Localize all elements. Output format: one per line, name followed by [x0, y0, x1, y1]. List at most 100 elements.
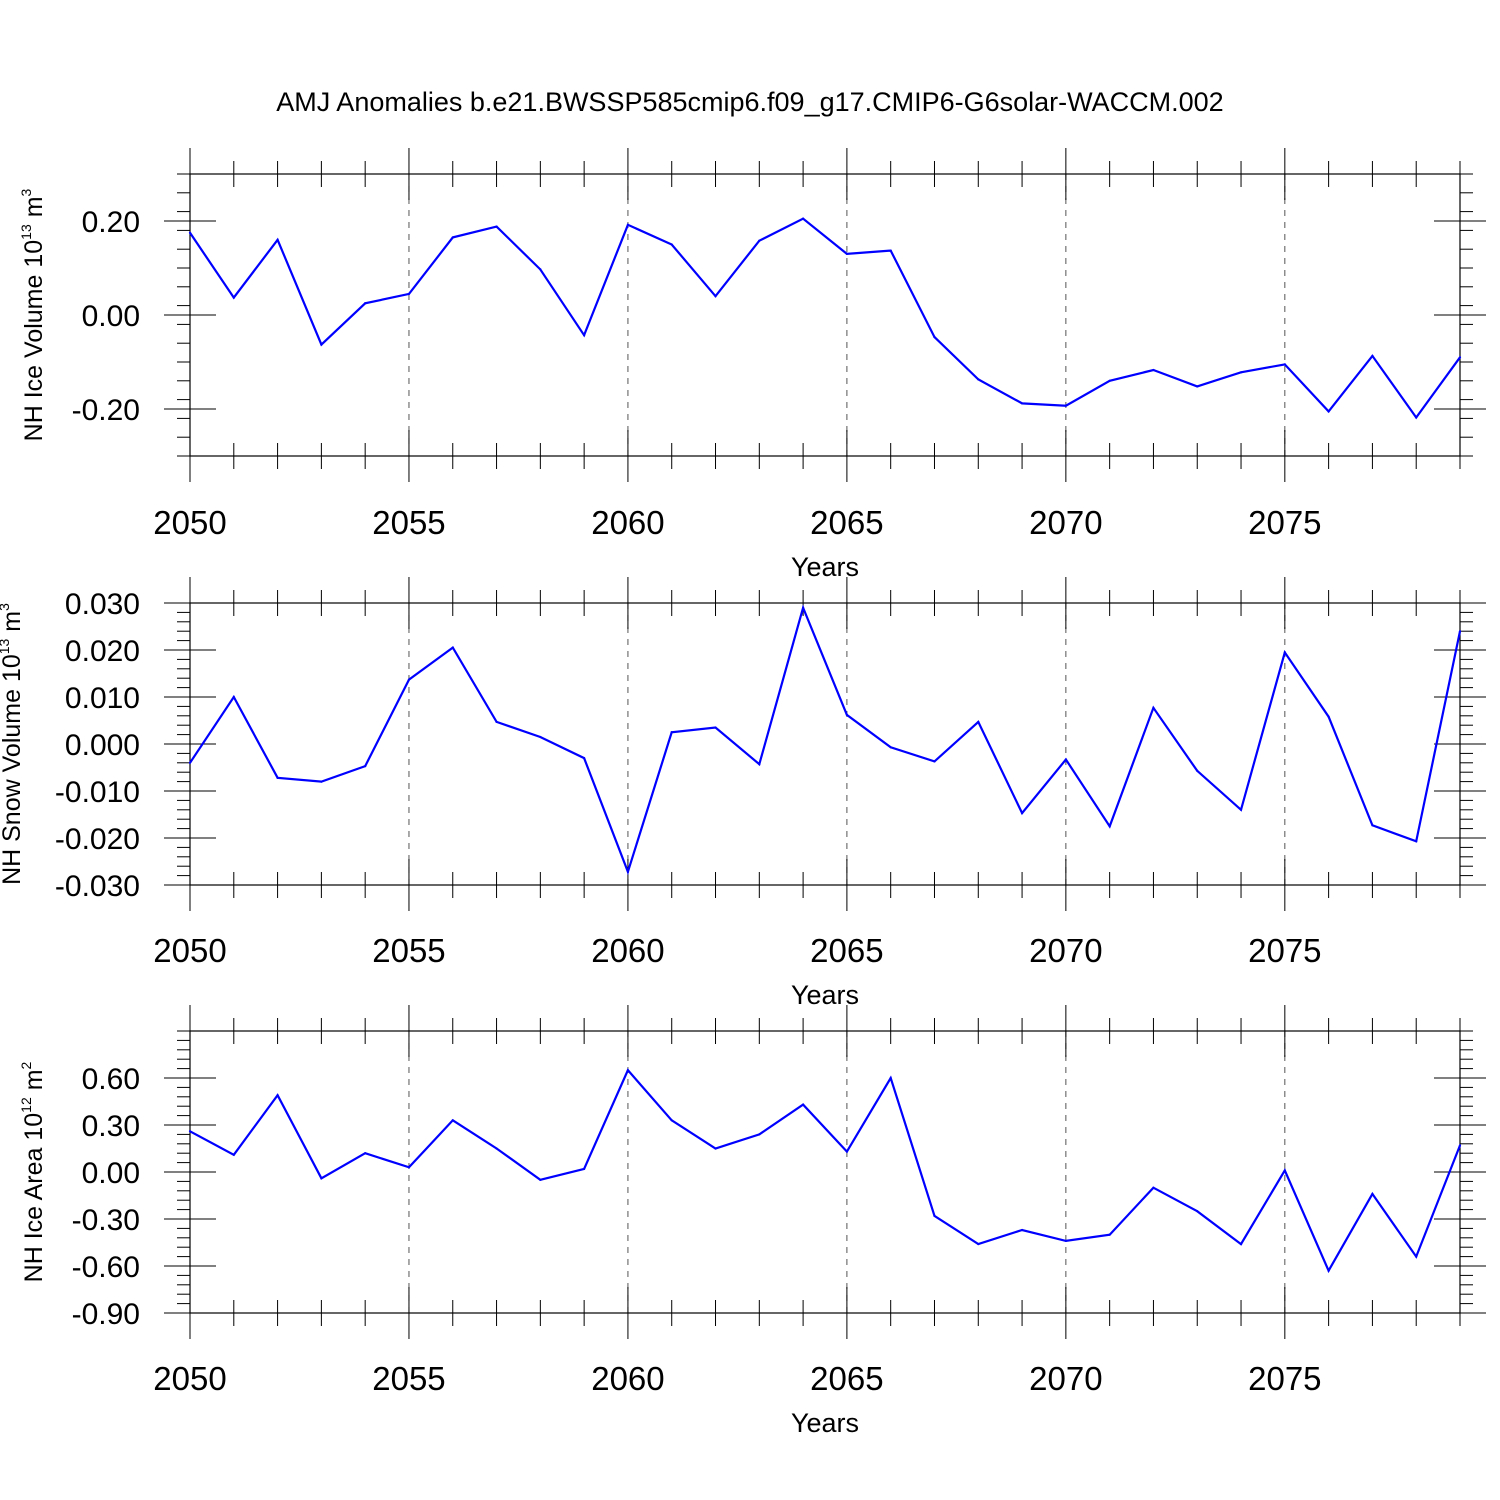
- data-point: [364, 302, 367, 305]
- data-point: [539, 268, 542, 271]
- chart-panel-2: -0.030 -0.020 -0.010 0.000 0.010 0.020 0.030 20…: [0, 577, 1486, 1010]
- y-tick-label: 0.010: [65, 682, 140, 715]
- data-point: [670, 243, 673, 246]
- data-point: [933, 1214, 936, 1217]
- data-point: [583, 334, 586, 337]
- data-point: [714, 726, 717, 729]
- data-point: [845, 1150, 848, 1153]
- y-tick-label: 0.20: [82, 206, 140, 239]
- x-tick-label: 2060: [591, 932, 664, 969]
- data-point: [1458, 630, 1462, 633]
- data-point: [1020, 811, 1024, 815]
- x-tick-label: 2050: [153, 1360, 226, 1397]
- data-point: [495, 720, 498, 724]
- data-point: [1283, 363, 1286, 366]
- plot-frame: [189, 173, 1461, 457]
- x-tick-label: 2075: [1248, 1360, 1321, 1397]
- y-tick-label: 0.30: [82, 1110, 140, 1143]
- chart-panel-3: -0.90 -0.60 -0.30 0.00 0.30 0.60 2050 2055 2060 2…: [18, 1005, 1486, 1438]
- data-point: [276, 1094, 279, 1097]
- data-point: [1283, 651, 1286, 654]
- x-tick-label: 2065: [810, 1360, 883, 1397]
- data-point: [1152, 706, 1155, 709]
- x-axis-label: Years: [791, 552, 859, 582]
- data-point: [232, 296, 235, 299]
- data-point: [1415, 1255, 1418, 1258]
- data-point: [407, 1166, 411, 1169]
- data-point: [1196, 769, 1199, 772]
- x-axis-label: Years: [791, 980, 859, 1010]
- series-line: [189, 1068, 1462, 1274]
- x-tick-label: 2055: [372, 932, 445, 969]
- series-line: [189, 604, 1462, 876]
- data-point: [495, 1147, 498, 1150]
- data-point: [364, 1152, 367, 1155]
- x-axis-label: Years: [791, 1408, 859, 1438]
- x-tick-label: 2070: [1029, 504, 1102, 541]
- data-point: [1020, 1228, 1024, 1232]
- data-point: [977, 378, 980, 381]
- data-point: [1064, 404, 1067, 407]
- data-point: [407, 678, 411, 681]
- x-tick-label: 2060: [591, 1360, 664, 1397]
- y-tick-label: 0.030: [65, 588, 140, 621]
- y-axis-label: NH Ice Area 1012 m2: [18, 1061, 48, 1282]
- data-point: [1327, 715, 1330, 718]
- y-tick-label: 0.000: [65, 729, 140, 762]
- data-point: [933, 335, 936, 339]
- series-line: [189, 217, 1461, 420]
- data-point: [1108, 1233, 1111, 1236]
- data-point: [1458, 356, 1462, 359]
- data-point: [1152, 368, 1155, 372]
- data-point: [889, 1076, 892, 1080]
- data-point: [1371, 1192, 1374, 1196]
- data-point: [977, 1242, 980, 1246]
- data-point: [451, 1119, 454, 1122]
- plot-frame: [189, 1030, 1461, 1314]
- data-point: [320, 1177, 323, 1180]
- data-point: [889, 249, 892, 252]
- data-point: [714, 295, 717, 298]
- x-tick-label: 2075: [1248, 932, 1321, 969]
- data-point: [802, 217, 805, 220]
- data-point: [1196, 1210, 1199, 1213]
- data-point: [802, 606, 805, 609]
- data-point: [1020, 402, 1024, 405]
- data-point: [714, 1147, 717, 1150]
- x-tick-label: 2065: [810, 932, 883, 969]
- data-point: [1108, 379, 1111, 382]
- y-tick-label: -0.90: [72, 1298, 140, 1331]
- data-point: [539, 735, 542, 739]
- data-point: [232, 1153, 235, 1156]
- data-point: [188, 761, 192, 764]
- figure-title: AMJ Anomalies b.e21.BWSSP585cmip6.f09_g1…: [276, 87, 1223, 117]
- data-point: [670, 731, 673, 734]
- data-point: [1327, 410, 1330, 413]
- data-point: [1283, 1169, 1286, 1172]
- chart-panel-1: -0.20 0.00 0.20 2050 2055 2060 2065 2070 2075 Yea…: [18, 148, 1486, 582]
- data-point: [1239, 371, 1243, 374]
- data-point: [1064, 758, 1067, 761]
- data-point: [539, 1178, 542, 1181]
- data-point: [1415, 416, 1418, 419]
- data-point: [583, 1167, 586, 1170]
- x-tick-label: 2055: [372, 504, 445, 541]
- data-point: [1108, 825, 1111, 828]
- data-point: [1415, 840, 1418, 843]
- data-point: [845, 252, 848, 255]
- data-point: [1239, 808, 1243, 811]
- data-point: [1371, 824, 1374, 827]
- y-tick-label: 0.020: [65, 635, 140, 668]
- data-point: [364, 764, 367, 768]
- data-point: [1458, 1144, 1462, 1147]
- x-tick-label: 2070: [1029, 932, 1102, 969]
- data-point: [451, 236, 454, 239]
- data-point: [188, 1130, 192, 1133]
- data-point: [232, 695, 235, 699]
- data-point: [1064, 1239, 1067, 1243]
- x-tick-label: 2050: [153, 504, 226, 541]
- x-tick-label: 2075: [1248, 504, 1321, 541]
- x-tick-label: 2065: [810, 504, 883, 541]
